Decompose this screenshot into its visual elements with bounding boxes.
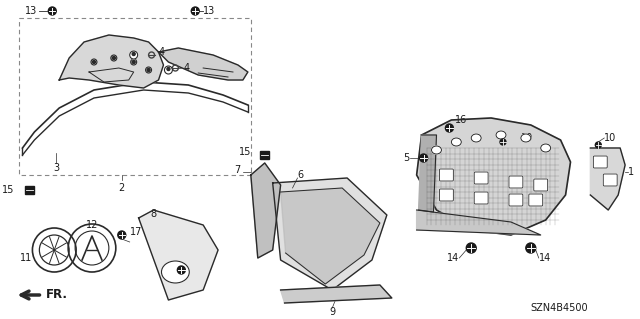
- Circle shape: [113, 56, 115, 60]
- Text: 5: 5: [403, 153, 410, 163]
- Text: 4: 4: [183, 63, 189, 73]
- Ellipse shape: [161, 261, 189, 283]
- Circle shape: [420, 154, 428, 162]
- Text: 10: 10: [521, 133, 533, 143]
- Circle shape: [526, 243, 536, 253]
- Text: 8: 8: [150, 209, 157, 219]
- Text: 15: 15: [239, 147, 251, 157]
- Circle shape: [132, 61, 135, 63]
- Text: 6: 6: [298, 170, 303, 180]
- Text: 14: 14: [539, 253, 551, 263]
- Text: 4: 4: [159, 47, 164, 57]
- Polygon shape: [417, 118, 570, 235]
- Bar: [260, 151, 269, 159]
- Text: 3: 3: [53, 163, 60, 173]
- Polygon shape: [139, 210, 218, 300]
- Circle shape: [130, 51, 138, 59]
- FancyBboxPatch shape: [593, 156, 607, 168]
- Circle shape: [93, 61, 95, 63]
- Text: 15: 15: [2, 185, 15, 195]
- Circle shape: [191, 7, 199, 15]
- Ellipse shape: [496, 131, 506, 139]
- Text: 12: 12: [86, 220, 98, 230]
- Circle shape: [147, 69, 150, 71]
- FancyBboxPatch shape: [474, 192, 488, 204]
- Polygon shape: [60, 35, 163, 88]
- Bar: [19, 18, 251, 175]
- Text: SZN4B4500: SZN4B4500: [531, 303, 588, 313]
- FancyBboxPatch shape: [529, 194, 543, 206]
- Circle shape: [118, 231, 125, 239]
- FancyBboxPatch shape: [440, 189, 453, 201]
- Text: 16: 16: [455, 115, 468, 125]
- Polygon shape: [419, 135, 436, 212]
- Circle shape: [48, 7, 56, 15]
- Polygon shape: [273, 178, 387, 290]
- Text: 7: 7: [235, 165, 241, 175]
- Polygon shape: [590, 148, 625, 210]
- FancyBboxPatch shape: [534, 179, 548, 191]
- Circle shape: [164, 66, 172, 74]
- Ellipse shape: [541, 144, 550, 152]
- Text: 17: 17: [189, 265, 202, 275]
- Text: 10: 10: [604, 133, 616, 143]
- FancyBboxPatch shape: [509, 194, 523, 206]
- FancyBboxPatch shape: [509, 176, 523, 188]
- Circle shape: [445, 124, 453, 132]
- Text: 9: 9: [329, 307, 335, 317]
- Circle shape: [132, 53, 135, 56]
- Text: 13: 13: [203, 6, 216, 16]
- Text: 13: 13: [24, 6, 36, 16]
- FancyBboxPatch shape: [604, 174, 617, 186]
- Polygon shape: [280, 285, 392, 303]
- Circle shape: [177, 266, 186, 274]
- Polygon shape: [280, 188, 380, 284]
- Polygon shape: [417, 210, 541, 235]
- Polygon shape: [251, 163, 280, 258]
- Bar: [25, 186, 34, 194]
- Circle shape: [595, 142, 602, 148]
- Circle shape: [467, 243, 476, 253]
- Text: FR.: FR.: [46, 288, 68, 301]
- Text: 14: 14: [447, 253, 460, 263]
- Ellipse shape: [471, 134, 481, 142]
- Ellipse shape: [521, 134, 531, 142]
- Ellipse shape: [451, 138, 461, 146]
- Text: 11: 11: [20, 253, 33, 263]
- Text: 17: 17: [130, 227, 142, 237]
- Circle shape: [500, 139, 506, 145]
- Circle shape: [167, 68, 170, 70]
- Ellipse shape: [431, 146, 442, 154]
- Text: 1: 1: [628, 167, 634, 177]
- FancyBboxPatch shape: [440, 169, 453, 181]
- FancyBboxPatch shape: [474, 172, 488, 184]
- Text: 2: 2: [118, 183, 125, 193]
- Polygon shape: [159, 48, 248, 80]
